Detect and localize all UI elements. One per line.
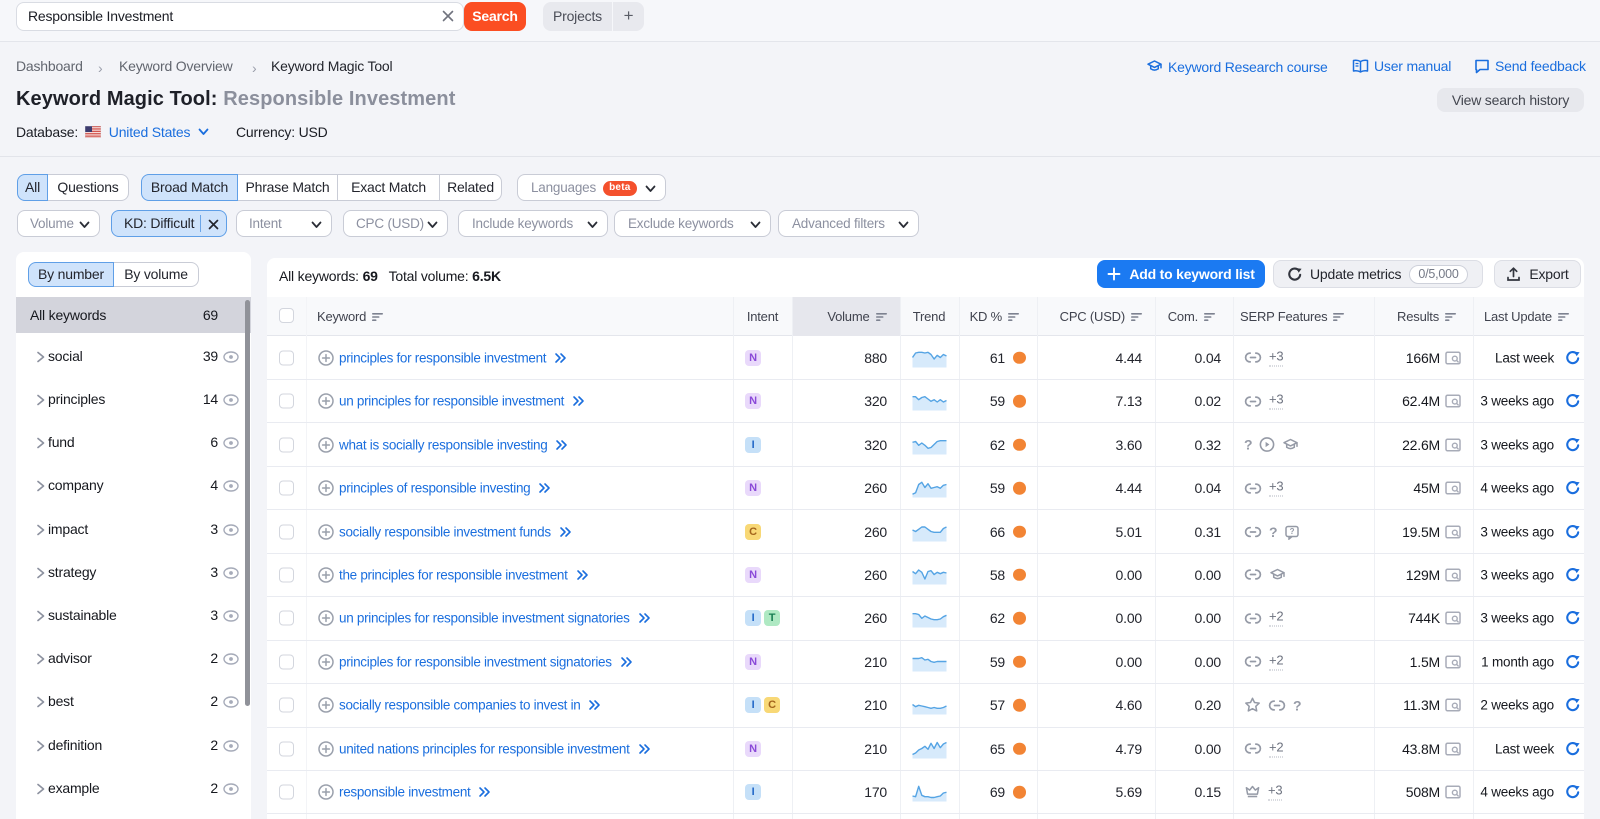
svg-text:?: ? <box>1290 527 1295 536</box>
